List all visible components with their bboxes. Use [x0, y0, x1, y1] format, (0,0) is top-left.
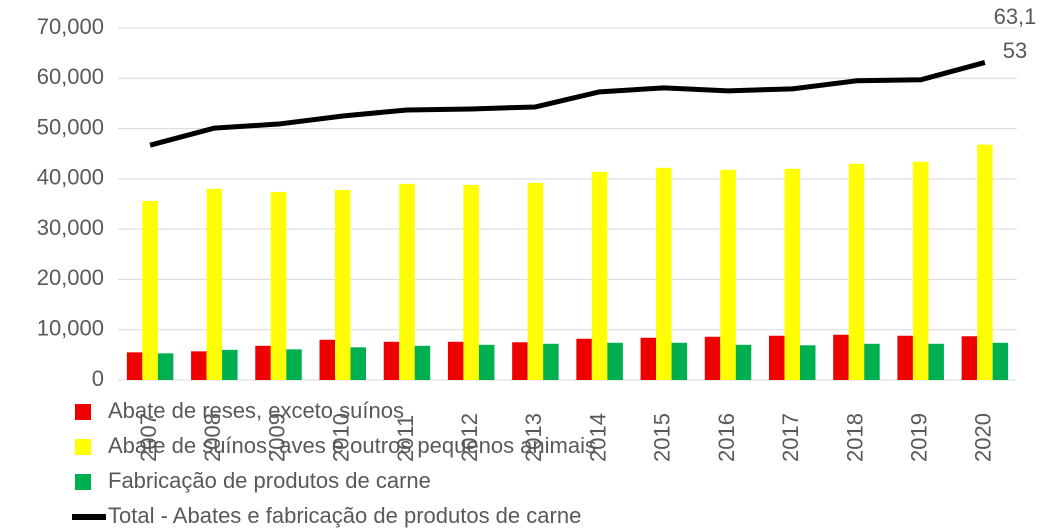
- bar: [191, 351, 207, 380]
- legend-swatch: [72, 514, 106, 520]
- data-label-line: 53: [1003, 38, 1027, 63]
- bar: [800, 345, 816, 380]
- y-tick-label: 70,000: [37, 14, 104, 39]
- y-tick-label: 20,000: [37, 265, 104, 290]
- bar: [463, 184, 479, 380]
- bar: [350, 347, 366, 380]
- x-tick-label: 2007: [136, 413, 161, 462]
- y-tick-label: 30,000: [37, 215, 104, 240]
- bar: [640, 337, 657, 380]
- bar: [543, 343, 559, 380]
- bar: [769, 335, 785, 380]
- bar: [142, 200, 158, 380]
- legend-label: Fabricação de produtos de carne: [108, 468, 431, 493]
- bar: [656, 167, 672, 380]
- x-tick-label: 2015: [650, 413, 675, 462]
- bar: [319, 339, 335, 380]
- bar: [255, 345, 271, 380]
- bar: [977, 144, 993, 380]
- y-tick-label: 50,000: [37, 114, 104, 139]
- bar: [864, 343, 880, 380]
- y-tick-label: 60,000: [37, 64, 104, 89]
- legend-label: Abate de suínos, aves e outros pequenos …: [108, 433, 596, 458]
- legend-label: Abate de reses, exceto suínos: [108, 398, 404, 423]
- bar: [671, 342, 688, 380]
- data-label: 63,1 53: [994, 4, 1037, 63]
- bar: [784, 168, 800, 380]
- bar: [335, 189, 351, 380]
- bar: [414, 345, 431, 380]
- bar: [735, 344, 752, 380]
- bar: [992, 342, 1009, 380]
- x-tick-label: 2013: [521, 413, 546, 462]
- x-tick-label: 2018: [842, 413, 867, 462]
- bar: [512, 342, 528, 380]
- x-tick-label: 2016: [714, 413, 739, 462]
- legend-label: Total - Abates e fabricação de produtos …: [108, 503, 581, 528]
- bar: [897, 335, 913, 380]
- x-tick-label: 2012: [457, 413, 482, 462]
- bar: [447, 341, 464, 380]
- bar: [206, 188, 223, 380]
- data-label-line: 63,1: [994, 4, 1037, 29]
- legend-swatch: [75, 439, 91, 455]
- bar: [399, 183, 415, 380]
- bar: [833, 334, 849, 380]
- bar: [720, 169, 736, 380]
- bar: [704, 336, 721, 380]
- x-tick-label: 2009: [264, 413, 289, 462]
- bar: [928, 343, 944, 380]
- y-tick-label: 0: [92, 366, 104, 391]
- legend-swatch: [75, 404, 91, 420]
- x-tick-label: 2010: [329, 413, 354, 462]
- bar: [126, 352, 143, 380]
- total-line: [149, 60, 986, 148]
- bar: [848, 163, 865, 380]
- x-tick-label: 2008: [200, 413, 225, 462]
- bar: [591, 171, 608, 380]
- x-tick-label: 2020: [971, 413, 996, 462]
- x-tick-label: 2019: [906, 413, 931, 462]
- bar: [270, 191, 287, 380]
- y-tick-label: 10,000: [37, 316, 104, 341]
- legend-swatch: [75, 474, 91, 490]
- bar: [912, 161, 929, 380]
- bar: [576, 338, 592, 380]
- x-tick-label: 2011: [393, 415, 418, 462]
- bar: [961, 336, 978, 380]
- bar: [478, 344, 495, 380]
- bar: [607, 342, 623, 380]
- bar: [222, 349, 238, 380]
- bar: [286, 349, 302, 380]
- x-tick-label: 2014: [585, 413, 610, 462]
- bar: [383, 341, 400, 380]
- y-tick-label: 40,000: [37, 165, 104, 190]
- x-tick-label: 2017: [778, 413, 803, 462]
- bar: [157, 353, 174, 380]
- bar: [527, 182, 544, 380]
